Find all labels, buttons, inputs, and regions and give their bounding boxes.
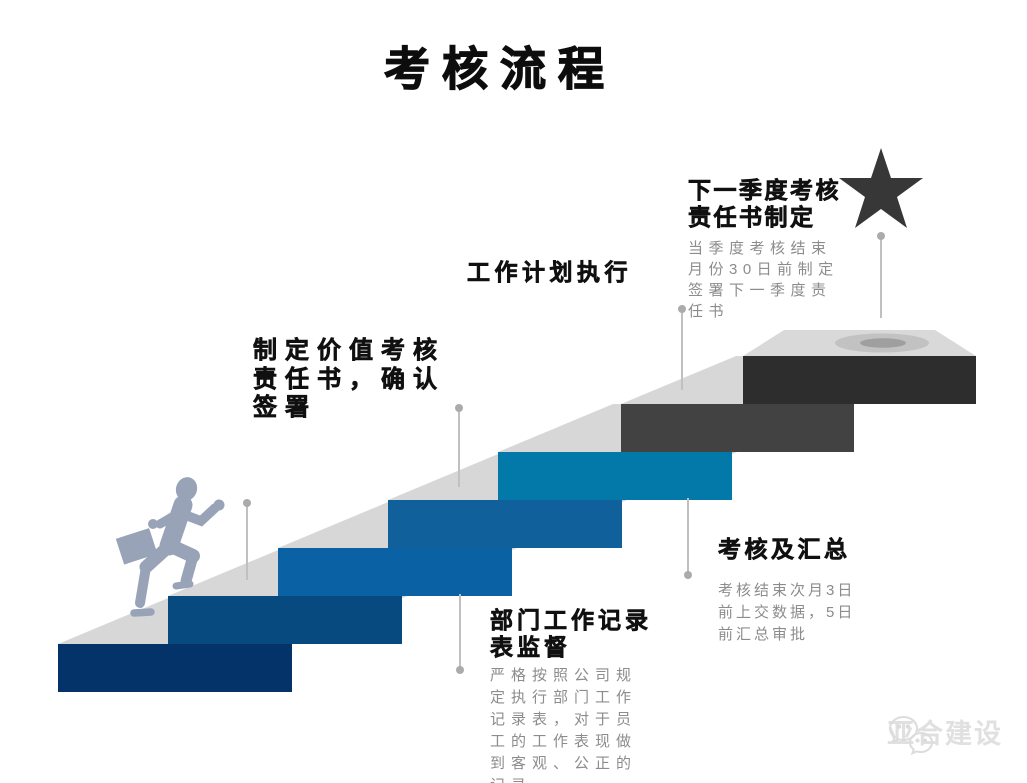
stage-label-dept-record: 部门工作记录 表监督 严格按照公司规 定执行部门工作 记录表，对于员 工的工作表…: [490, 607, 652, 783]
stage-heading: 制定价值考核 责任书，确认 签署: [253, 337, 445, 422]
connector-lines: [246, 238, 882, 667]
stage-label-plan-sign: 制定价值考核 责任书，确认 签署: [253, 337, 445, 423]
platform-face: [743, 356, 976, 404]
briefcase-icon: [115, 528, 158, 565]
stage-heading: 部门工作记录 表监督: [490, 607, 652, 661]
stage-body: 严格按照公司规 定执行部门工作 记录表，对于员 工的工作表现做 到客观、公正的 …: [490, 667, 638, 783]
stage-body: 当季度考核结束 月份30日前制定 签署下一季度责 任书: [688, 240, 839, 320]
stage-heading: 考核及汇总: [718, 536, 851, 563]
step-4-face: [388, 500, 622, 548]
slide-title: 考核流程: [383, 42, 616, 95]
stage-label-assess-summary: 考核及汇总 考核结束次月3日 前上交数据，5日 前汇总审批: [718, 530, 855, 646]
stage-heading: 工作计划执行: [467, 259, 632, 286]
step-6-face: [621, 404, 854, 452]
stage-label-execute: 工作计划执行: [467, 253, 632, 287]
brand-watermark: 亚合建设: [887, 712, 1003, 756]
wechat-icon: [888, 715, 934, 756]
platform-target-oval-inner: [860, 338, 906, 348]
step-1-face: [58, 644, 292, 692]
brand-name: 亚合建设: [887, 719, 1003, 749]
step-3-face: [278, 548, 512, 596]
businessman-icon: [115, 477, 225, 617]
stage-body: 考核结束次月3日 前上交数据，5日 前汇总审批: [718, 582, 856, 643]
star-icon: [839, 148, 923, 228]
step-5-face: [498, 452, 732, 500]
stage-label-next-quarter: 下一季度考核 责任书制定 当季度考核结束 月份30日前制定 签署下一季度责 任书: [688, 177, 841, 322]
step-2-face: [168, 596, 402, 644]
connector-dots: [243, 232, 885, 674]
stage-heading: 下一季度考核 责任书制定: [688, 177, 841, 231]
